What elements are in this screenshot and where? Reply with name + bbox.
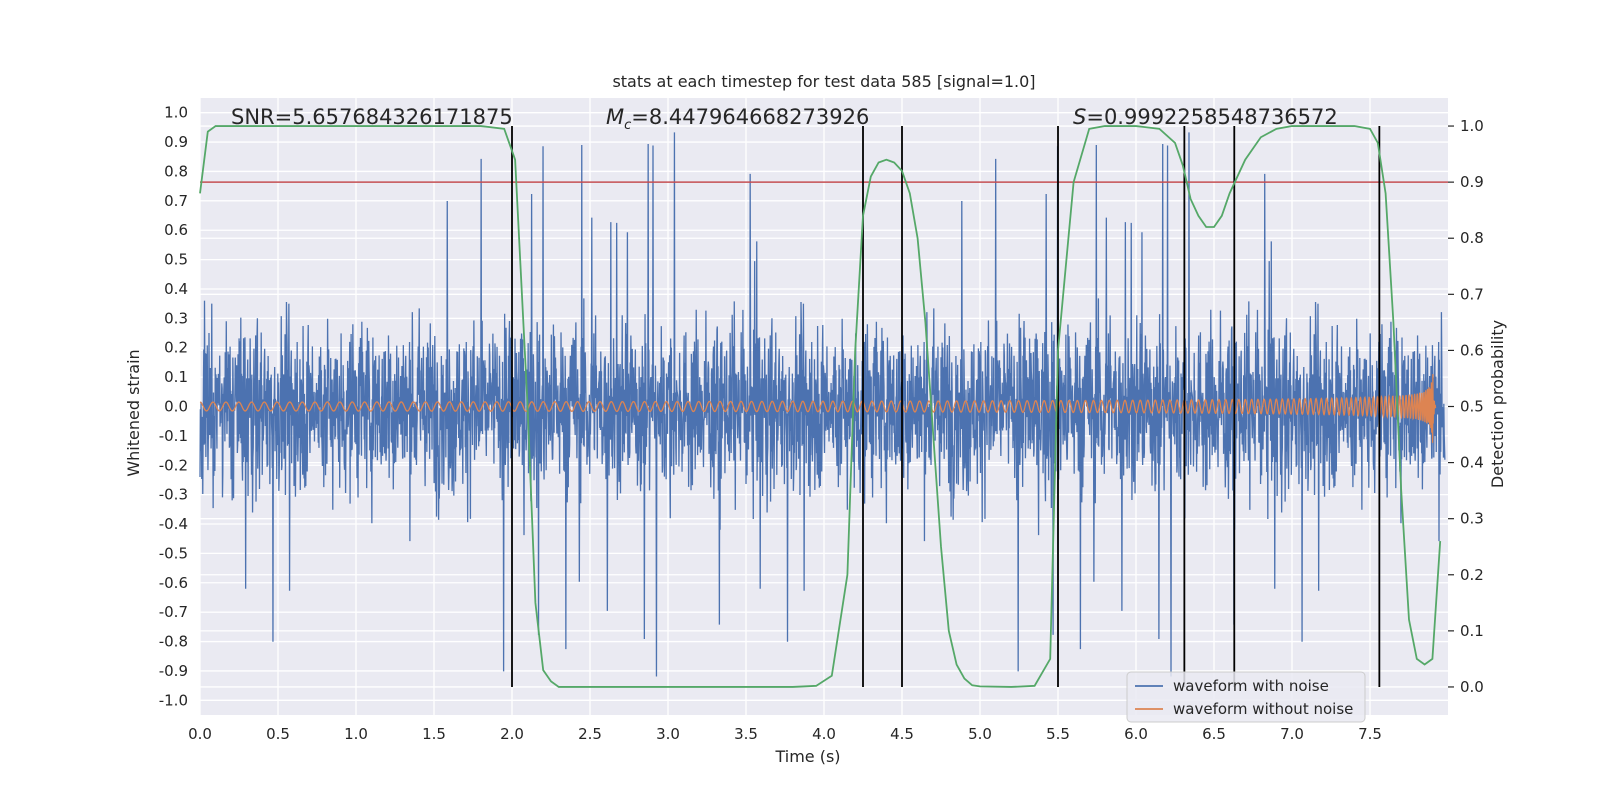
y-tick-label: 1.0 bbox=[164, 104, 188, 122]
x-tick-label: 3.5 bbox=[734, 725, 758, 743]
y-tick-label: 0.5 bbox=[164, 251, 188, 269]
x-tick-label: 1.5 bbox=[422, 725, 446, 743]
x-axis-label: Time (s) bbox=[774, 747, 840, 766]
x-tick-label: 0.5 bbox=[266, 725, 290, 743]
y-tick-label: -0.1 bbox=[159, 427, 188, 445]
x-tick-label: 3.0 bbox=[656, 725, 680, 743]
y-tick-label: 0.3 bbox=[164, 309, 188, 327]
y2-tick-label: 0.9 bbox=[1460, 173, 1484, 191]
x-tick-label: 7.5 bbox=[1358, 725, 1382, 743]
y-tick-label: -0.6 bbox=[159, 574, 188, 592]
x-tick-label: 2.5 bbox=[578, 725, 602, 743]
chart-title: stats at each timestep for test data 585… bbox=[612, 72, 1035, 91]
y-tick-label: 0.2 bbox=[164, 339, 188, 357]
annotations: SNR=5.657684326171875 Mc=8.4479646682739… bbox=[231, 105, 1338, 133]
y-tick-label: 0.8 bbox=[164, 162, 188, 180]
y-tick-label: 0.6 bbox=[164, 221, 188, 239]
y2-tick-label: 0.6 bbox=[1460, 341, 1484, 359]
y2-tick-label: 0.3 bbox=[1460, 510, 1484, 528]
x-tick-label: 7.0 bbox=[1280, 725, 1304, 743]
y-tick-label: -0.7 bbox=[159, 603, 188, 621]
legend: waveform with noise waveform without nois… bbox=[1126, 671, 1366, 723]
legend-entry-label: waveform with noise bbox=[1173, 677, 1329, 695]
x-tick-label: 1.0 bbox=[344, 725, 368, 743]
x-tick-label: 5.0 bbox=[968, 725, 992, 743]
y-tick-label: 0.9 bbox=[164, 133, 188, 151]
y-tick-label: -0.3 bbox=[159, 486, 188, 504]
noisy-waveform-series bbox=[199, 132, 1446, 677]
x-tick-label: 4.5 bbox=[890, 725, 914, 743]
mc-value: =8.447964668273926 bbox=[631, 105, 869, 129]
y2-tick-label: 0.2 bbox=[1460, 566, 1484, 584]
y-tick-label: 0.1 bbox=[164, 368, 188, 386]
x-tick-label: 2.0 bbox=[500, 725, 524, 743]
y2-tick-label: 0.8 bbox=[1460, 229, 1484, 247]
mc-subscript: c bbox=[624, 118, 631, 133]
x-tick-label: 5.5 bbox=[1046, 725, 1070, 743]
x-tick-label: 6.0 bbox=[1124, 725, 1148, 743]
clean-waveform-series bbox=[199, 374, 1437, 443]
y-tick-label: -0.8 bbox=[159, 633, 188, 651]
y-tick-label: -0.2 bbox=[159, 456, 188, 474]
snr-annotation: SNR=5.657684326171875 bbox=[231, 105, 513, 129]
legend-box bbox=[1126, 671, 1366, 723]
y-tick-label: -0.5 bbox=[159, 544, 188, 562]
y2-tick-label: 0.4 bbox=[1460, 454, 1484, 472]
mc-annotation: Mc=8.447964668273926 bbox=[606, 105, 869, 133]
s-symbol: S bbox=[1073, 105, 1086, 129]
x-tick-label: 4.0 bbox=[812, 725, 836, 743]
x-tick-label: 6.5 bbox=[1202, 725, 1226, 743]
y2-tick-label: 0.5 bbox=[1460, 398, 1484, 416]
s-value: =0.9992258548736572 bbox=[1086, 105, 1337, 129]
y-tick-label: -0.9 bbox=[159, 662, 188, 680]
x-tick-label: 0.0 bbox=[188, 725, 212, 743]
legend-entry-label: waveform without noise bbox=[1173, 700, 1353, 718]
y2-tick-label: 0.1 bbox=[1460, 622, 1484, 640]
y-tick-label: 0.4 bbox=[164, 280, 188, 298]
y-tick-label: -0.4 bbox=[159, 515, 188, 533]
y2-tick-label: 1.0 bbox=[1460, 117, 1484, 135]
y2-axis-label: Detection probability bbox=[1488, 320, 1507, 488]
mc-symbol: M bbox=[606, 105, 624, 129]
y-tick-label: -1.0 bbox=[159, 691, 188, 709]
detection-probability-series bbox=[199, 125, 1442, 688]
y2-tick-label: 0.0 bbox=[1460, 678, 1484, 696]
s-annotation: S=0.9992258548736572 bbox=[1073, 105, 1338, 129]
axes: 0.0 0.5 1.0 1.5 2.0 2.5 3.0 3.5 4.0 4.5 5.0 5.5 6.0 6… bbox=[159, 104, 1484, 743]
y2-tick-label: 0.7 bbox=[1460, 285, 1484, 303]
y-tick-label: 0.7 bbox=[164, 192, 188, 210]
y-axis-label: Whitened strain bbox=[124, 349, 143, 476]
y-tick-label: 0.0 bbox=[164, 398, 188, 416]
data-layer bbox=[199, 125, 1448, 688]
